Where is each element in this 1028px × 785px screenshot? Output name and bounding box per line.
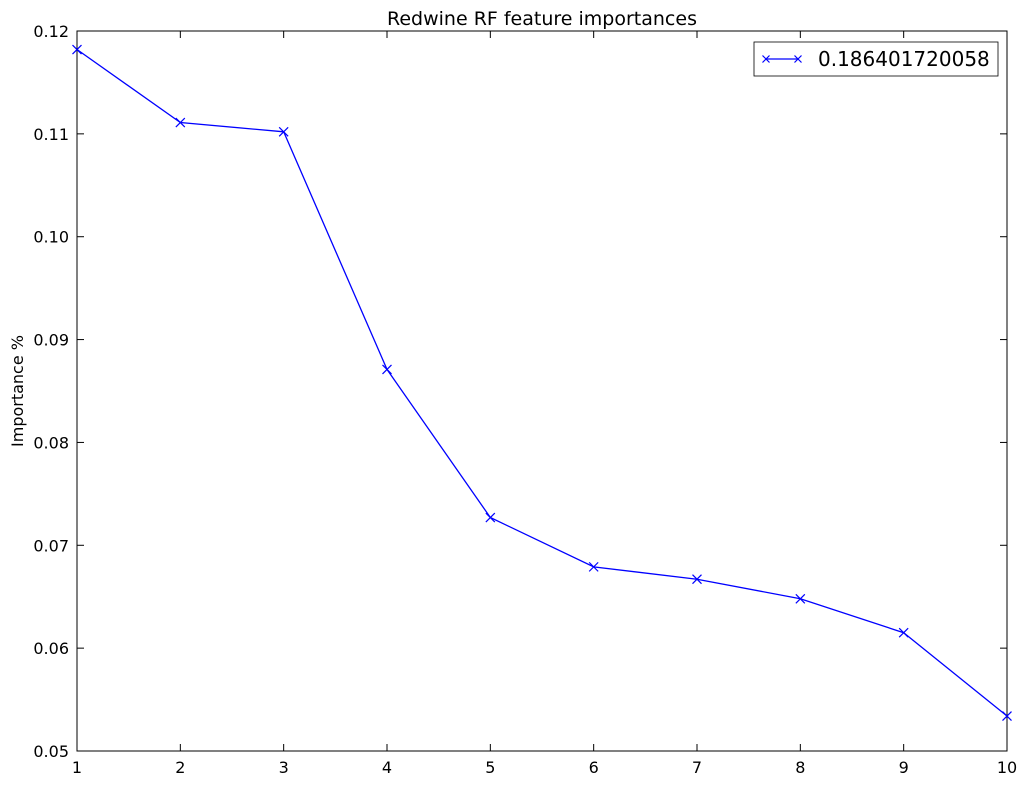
data-point-marker: [588, 561, 599, 572]
legend-label: 0.186401720058: [818, 47, 990, 71]
data-point-marker: [898, 627, 909, 638]
data-point-marker: [485, 512, 496, 523]
x-tick-label: 2: [175, 758, 185, 777]
marker-stroke: [795, 593, 806, 604]
data-point-marker: [382, 364, 392, 375]
y-tick-label: 0.09: [33, 331, 69, 350]
x-tick-label: 10: [997, 758, 1017, 777]
marker-stroke: [588, 561, 599, 572]
data-point-marker: [692, 574, 702, 585]
data-point-marker: [795, 593, 806, 604]
data-point-marker: [175, 117, 186, 128]
chart-title: Redwine RF feature importances: [387, 8, 697, 30]
legend-marker: [794, 55, 802, 63]
x-tick-label: 7: [692, 758, 702, 777]
marker-stroke: [382, 364, 392, 375]
marker-stroke: [485, 512, 496, 523]
data-point-marker: [1002, 711, 1012, 721]
series-layer: [72, 44, 1012, 721]
y-tick-label: 0.10: [33, 228, 69, 247]
x-tick-label: 8: [795, 758, 805, 777]
y-axis-label: Importance %: [8, 335, 27, 447]
x-tick-label: 1: [72, 758, 82, 777]
series-line: [76, 48, 1008, 717]
marker-stroke: [72, 44, 82, 55]
marker-stroke: [278, 126, 289, 137]
x-tick-label: 5: [485, 758, 495, 777]
marker-stroke: [1002, 711, 1012, 721]
legend-marker: [762, 55, 770, 63]
y-tick-label: 0.08: [33, 433, 69, 452]
y-tick-label: 0.05: [33, 742, 69, 761]
marker-stroke: [692, 574, 702, 585]
x-tick-label: 9: [899, 758, 909, 777]
data-point-marker: [278, 126, 289, 137]
marker-stroke: [898, 627, 909, 638]
legend: 0.186401720058: [753, 41, 999, 77]
y-tick-label: 0.11: [33, 125, 69, 144]
y-tick-label: 0.07: [33, 536, 69, 555]
y-tick-label: 0.12: [33, 22, 69, 41]
plot-area: [76, 30, 1008, 752]
plot-frame: [76, 30, 1008, 752]
x-tick-label: 4: [382, 758, 392, 777]
y-tick-label: 0.06: [33, 639, 69, 658]
data-point-marker: [72, 44, 82, 55]
marker-stroke: [175, 117, 186, 128]
axis-ticks: 1 2 3 4 5 6 7 8 9 10 0.05 0.06 0.07 0.08 0.09 0.10 0.11 0…: [33, 22, 1017, 777]
x-tick-label: 6: [589, 758, 599, 777]
x-tick-label: 3: [279, 758, 289, 777]
